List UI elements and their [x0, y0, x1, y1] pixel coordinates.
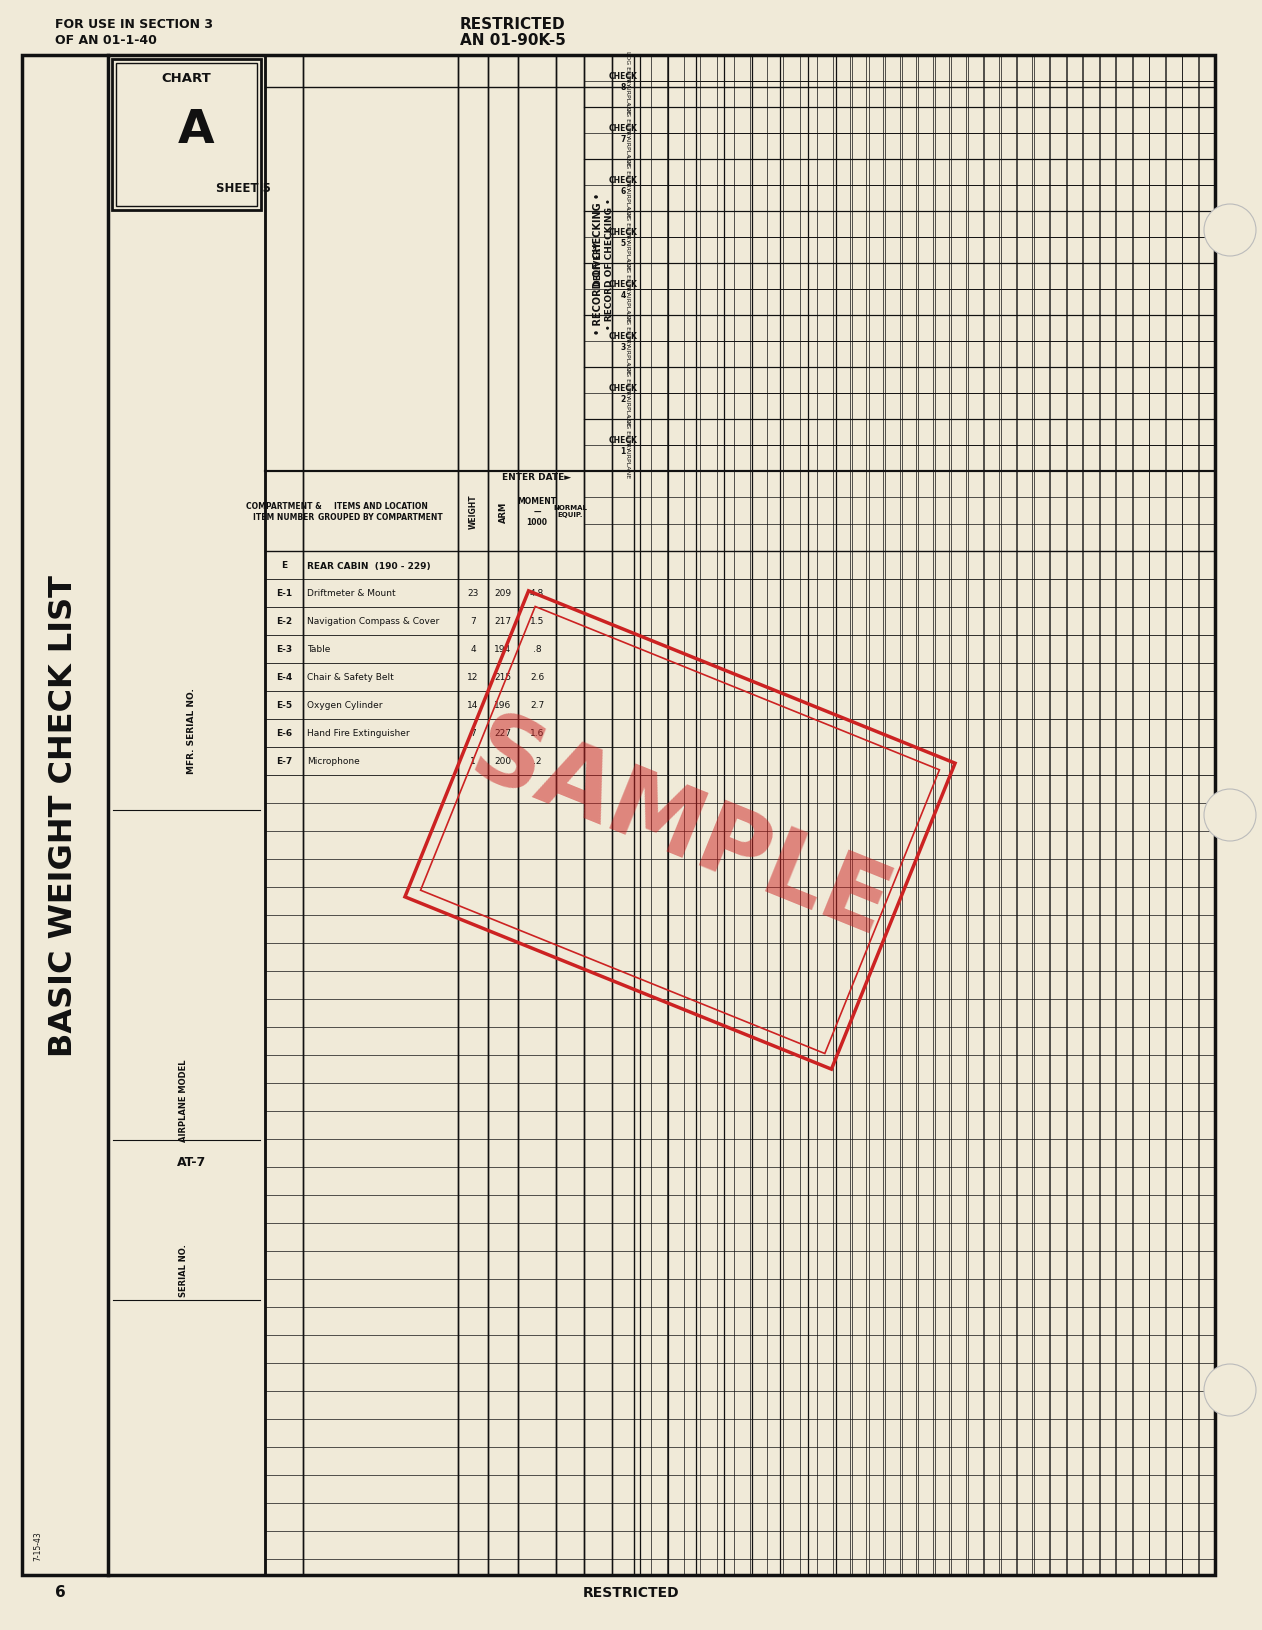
Text: 209: 209: [495, 588, 511, 598]
Text: MOMENT
—
1000: MOMENT — 1000: [517, 497, 557, 526]
Text: LOG ENTRY: LOG ENTRY: [626, 51, 631, 86]
Text: IN AIRPLANE: IN AIRPLANE: [626, 438, 631, 478]
Text: E-5: E-5: [276, 701, 292, 711]
Text: Navigation Compass & Cover: Navigation Compass & Cover: [307, 618, 439, 626]
Text: E-1: E-1: [276, 588, 292, 598]
Text: LOG ENTRY: LOG ENTRY: [626, 155, 631, 191]
Text: 4.8: 4.8: [530, 588, 544, 598]
Text: CHECK
5: CHECK 5: [608, 228, 637, 248]
Text: NORMAL
EQUIP.: NORMAL EQUIP.: [553, 505, 587, 518]
Text: CHECK
2: CHECK 2: [608, 385, 637, 404]
Text: CHECK
6: CHECK 6: [608, 176, 637, 196]
Text: 4: 4: [471, 645, 476, 654]
Text: 200: 200: [495, 756, 511, 766]
Text: 2.7: 2.7: [530, 701, 544, 711]
Text: .8: .8: [533, 645, 541, 654]
Text: 7: 7: [471, 618, 476, 626]
Text: AN 01-90K-5: AN 01-90K-5: [461, 33, 565, 47]
Text: WEIGHT: WEIGHT: [468, 494, 477, 530]
Text: ARM: ARM: [498, 500, 507, 522]
Text: 7-15-43: 7-15-43: [34, 1531, 43, 1560]
Text: FOR USE IN SECTION 3: FOR USE IN SECTION 3: [56, 18, 213, 31]
Text: 1: 1: [471, 756, 476, 766]
Text: IN AIRPLANE: IN AIRPLANE: [626, 336, 631, 375]
Text: E-7: E-7: [276, 756, 292, 766]
Text: Hand Fire Extinguisher: Hand Fire Extinguisher: [307, 729, 410, 738]
Text: BASIC WEIGHT CHECK LIST: BASIC WEIGHT CHECK LIST: [48, 575, 80, 1056]
Text: Oxygen Cylinder: Oxygen Cylinder: [307, 701, 382, 711]
Text: Chair & Safety Belt: Chair & Safety Belt: [307, 673, 394, 681]
Text: E-4: E-4: [276, 673, 292, 681]
Text: IN AIRPLANE: IN AIRPLANE: [626, 284, 631, 323]
Text: AT-7: AT-7: [177, 1156, 206, 1169]
Text: • RECORD OF CHECKING •: • RECORD OF CHECKING •: [593, 192, 603, 334]
Text: 14: 14: [467, 701, 478, 711]
Text: Table: Table: [307, 645, 331, 654]
Text: IN AIRPLANE: IN AIRPLANE: [626, 75, 631, 114]
Text: E-6: E-6: [276, 729, 292, 738]
Text: MFR. SERIAL NO.: MFR. SERIAL NO.: [187, 688, 196, 774]
Text: CHECK
8: CHECK 8: [608, 72, 637, 91]
Text: E: E: [281, 561, 286, 570]
Text: ENTER DATE►: ENTER DATE►: [502, 473, 572, 482]
Text: ITEMS AND LOCATION
GROUPED BY COMPARTMENT: ITEMS AND LOCATION GROUPED BY COMPARTMEN…: [318, 502, 443, 522]
Text: DELIVERY: DELIVERY: [593, 241, 602, 287]
Text: CHECK
7: CHECK 7: [608, 124, 637, 143]
Text: CHART: CHART: [162, 72, 211, 85]
Circle shape: [1204, 205, 1256, 258]
Text: E-3: E-3: [276, 645, 292, 654]
Text: A: A: [178, 108, 215, 153]
Text: REAR CABIN  (190 - 229): REAR CABIN (190 - 229): [307, 561, 430, 570]
Text: LOG ENTRY: LOG ENTRY: [626, 311, 631, 347]
Text: Driftmeter & Mount: Driftmeter & Mount: [307, 588, 395, 598]
Text: SAMPLE: SAMPLE: [458, 704, 902, 957]
Text: .2: .2: [533, 756, 541, 766]
Text: 1.5: 1.5: [530, 618, 544, 626]
Text: 196: 196: [495, 701, 511, 711]
Text: RESTRICTED: RESTRICTED: [461, 16, 565, 31]
Text: AIRPLANE MODEL: AIRPLANE MODEL: [179, 1060, 188, 1141]
Text: CHECK
3: CHECK 3: [608, 333, 637, 352]
Text: IN AIRPLANE: IN AIRPLANE: [626, 179, 631, 218]
Text: IN AIRPLANE: IN AIRPLANE: [626, 127, 631, 166]
Text: 215: 215: [495, 673, 511, 681]
Text: 194: 194: [495, 645, 511, 654]
Text: 1.6: 1.6: [530, 729, 544, 738]
Text: IN AIRPLANE: IN AIRPLANE: [626, 388, 631, 427]
Text: LOG ENTRY: LOG ENTRY: [626, 416, 631, 450]
Text: LOG ENTRY: LOG ENTRY: [626, 207, 631, 243]
Text: OF AN 01-1-40: OF AN 01-1-40: [56, 34, 156, 47]
Bar: [116, 64, 257, 207]
Text: CHECK
4: CHECK 4: [608, 280, 637, 300]
Circle shape: [1204, 789, 1256, 841]
Text: 12: 12: [467, 673, 478, 681]
Text: CHECK
1: CHECK 1: [608, 437, 637, 455]
Text: COMPARTMENT &
ITEM NUMBER: COMPARTMENT & ITEM NUMBER: [246, 502, 322, 522]
Text: 227: 227: [495, 729, 511, 738]
Text: 23: 23: [467, 588, 478, 598]
Text: IN AIRPLANE: IN AIRPLANE: [626, 231, 631, 271]
Text: 7: 7: [471, 729, 476, 738]
Text: 6: 6: [56, 1584, 66, 1599]
Text: LOG ENTRY: LOG ENTRY: [626, 259, 631, 295]
Text: RESTRICTED: RESTRICTED: [583, 1584, 679, 1599]
Text: SHEET 5: SHEET 5: [216, 183, 270, 196]
Text: 2.6: 2.6: [530, 673, 544, 681]
Text: 217: 217: [495, 618, 511, 626]
Text: SERIAL NO.: SERIAL NO.: [179, 1244, 188, 1296]
Text: • RECORD OF CHECKING •: • RECORD OF CHECKING •: [604, 197, 613, 329]
Bar: [112, 60, 261, 210]
Text: E-2: E-2: [276, 618, 292, 626]
Text: LOG ENTRY: LOG ENTRY: [626, 363, 631, 398]
Text: LOG ENTRY: LOG ENTRY: [626, 103, 631, 139]
Text: Microphone: Microphone: [307, 756, 360, 766]
Circle shape: [1204, 1364, 1256, 1416]
